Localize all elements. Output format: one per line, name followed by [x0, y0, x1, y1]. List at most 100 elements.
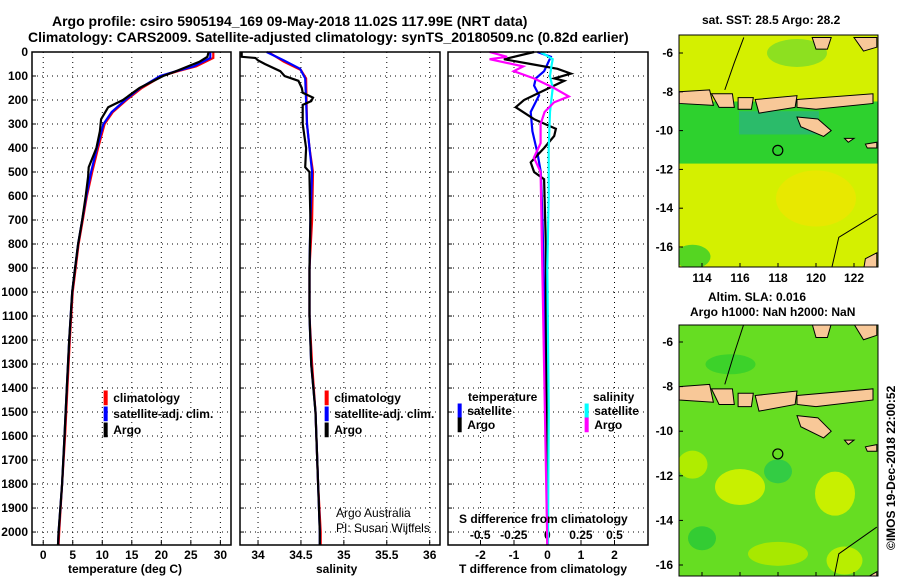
- x-tick-label: 5: [69, 548, 76, 562]
- legend-swatch-climatology: ▍: [325, 391, 335, 405]
- coastline-contour: [724, 325, 745, 385]
- land-island: [737, 97, 754, 110]
- lon-tick-label: 120: [806, 271, 826, 285]
- x-tick-label: 36: [423, 548, 437, 562]
- panel-salinity: 34 34.5 35 35.5 36: [239, 51, 441, 562]
- y-tick-label: 1200: [1, 333, 28, 347]
- land-island: [863, 252, 878, 267]
- land-island: [811, 36, 832, 50]
- legend-swatch-t-satellite: ▍: [458, 404, 468, 418]
- y-tick-label: 300: [8, 117, 28, 131]
- credit-line1: Argo Australia: [336, 506, 411, 520]
- legend-swatch-t-argo: ▍: [458, 418, 468, 432]
- series-line-argo: [240, 52, 321, 545]
- lat-tick-label: -10: [656, 124, 674, 138]
- legend-label: climatology: [334, 391, 401, 405]
- sst-cool-patch: [767, 39, 827, 67]
- s-diff-tick-label: 0.25: [569, 528, 593, 542]
- x-tick-label: 10: [96, 548, 110, 562]
- map-1: 114 116 118 120 122 -6 -8 -10 -12 -14 -16: [656, 34, 879, 285]
- watermark: ©IMOS 19-Dec-2018 22:00:52: [884, 385, 898, 550]
- x-tick-label: 35: [337, 548, 351, 562]
- y-tick-label: 700: [8, 213, 28, 227]
- legend-label: satellite: [467, 404, 512, 418]
- land-island: [737, 392, 754, 408]
- s-diff-tick-label: 0.5: [606, 528, 623, 542]
- coastline-contour: [724, 37, 745, 91]
- legend-label: satellite-adj. clim.: [334, 407, 435, 421]
- land-island: [796, 116, 832, 137]
- map2-title-line2: Argo h1000: NaN h2000: NaN: [690, 305, 856, 319]
- lon-tick-label: 122: [844, 271, 864, 285]
- s-diff-tick-label: -0.25: [500, 528, 528, 542]
- land-island: [843, 137, 856, 143]
- lat-tick-label: -14: [656, 513, 674, 527]
- map1-title: sat. SST: 28.5 Argo: 28.2: [702, 13, 841, 27]
- y-tick-label: 1600: [1, 429, 28, 443]
- land-island: [754, 390, 798, 412]
- land-island: [679, 383, 715, 403]
- land-island: [811, 325, 832, 339]
- legend-swatch-climatology: ▍: [104, 391, 114, 405]
- land-island: [843, 439, 856, 446]
- credit-line2: PI: Susan Wijffels: [336, 521, 430, 535]
- series-line-t-argo: [503, 50, 575, 546]
- series-line-s-argo: [489, 50, 572, 546]
- land-island: [710, 388, 735, 405]
- y-tick-label: 1400: [1, 381, 28, 395]
- sla-anomaly-patch: [679, 450, 708, 479]
- diff-legend-temperature: temperature ▍satellite ▍Argo: [458, 390, 537, 432]
- land-island: [796, 415, 832, 439]
- s-diff-axis-label: S difference from climatology: [459, 512, 628, 526]
- y-tick-label: 1300: [1, 357, 28, 371]
- x-axis-label-temperature: temperature (deg C): [68, 562, 183, 576]
- x-tick-label: 0: [40, 548, 47, 562]
- legend-swatch-argo: ▍: [104, 423, 114, 437]
- lon-tick-label: 114: [692, 271, 712, 285]
- series-line-argo: [56, 51, 210, 546]
- land-island: [796, 388, 874, 408]
- sst-warm-patch: [776, 170, 856, 227]
- land-island: [868, 570, 878, 576]
- plot-frame: [447, 51, 649, 546]
- y-tick-label: 200: [8, 93, 28, 107]
- x-tick-label: -2: [475, 548, 486, 562]
- lat-tick-label: -12: [656, 162, 674, 176]
- lat-tick-label: -6: [662, 335, 673, 349]
- panel-differences: -2 -1 0 1 2-0.5 -0.25 0 0.25 0.5: [447, 50, 649, 562]
- y-tick-label: 100: [8, 69, 28, 83]
- panel-temperature: 0100200300400500600700800900100011001200…: [1, 45, 232, 562]
- series-line-s-satellite: [540, 51, 554, 546]
- plot-title-line2: Climatology: CARS2009. Satellite-adjuste…: [28, 29, 629, 45]
- sla-anomaly-patch: [764, 459, 792, 484]
- lat-tick-label: -10: [656, 424, 674, 438]
- map-field: [679, 35, 878, 267]
- plot-frame: [31, 51, 232, 546]
- x-tick-label: 30: [214, 548, 228, 562]
- sla-anomaly-patch: [748, 541, 808, 566]
- y-tick-label: 1000: [1, 285, 28, 299]
- land-island: [864, 443, 878, 452]
- lon-tick-label: 118: [768, 271, 788, 285]
- legend-label: Argo: [594, 418, 623, 432]
- land-island: [754, 95, 798, 114]
- x-tick-label: 34.5: [289, 548, 313, 562]
- map-field: [679, 325, 878, 576]
- y-tick-label: 400: [8, 141, 28, 155]
- sla-anomaly-patch: [826, 546, 863, 575]
- x-tick-label: 1: [578, 548, 585, 562]
- sla-anomaly-patch: [815, 471, 855, 516]
- legend-label: Argo: [334, 423, 363, 437]
- lat-tick-label: -16: [656, 558, 674, 572]
- legend-swatch-satellite: ▍: [104, 407, 114, 421]
- x-axis-label-salinity: salinity: [316, 562, 358, 576]
- y-tick-label: 2000: [1, 525, 28, 539]
- x-tick-label: 2: [611, 548, 618, 562]
- lat-tick-label: -12: [656, 469, 674, 483]
- plot-title-line1: Argo profile: csiro 5905194_169 09-May-2…: [52, 13, 528, 29]
- diff-legend-salinity: salinity ▍satellite ▍Argo: [585, 390, 639, 432]
- x-tick-label: -1: [509, 548, 520, 562]
- legend-heading: salinity: [593, 390, 635, 404]
